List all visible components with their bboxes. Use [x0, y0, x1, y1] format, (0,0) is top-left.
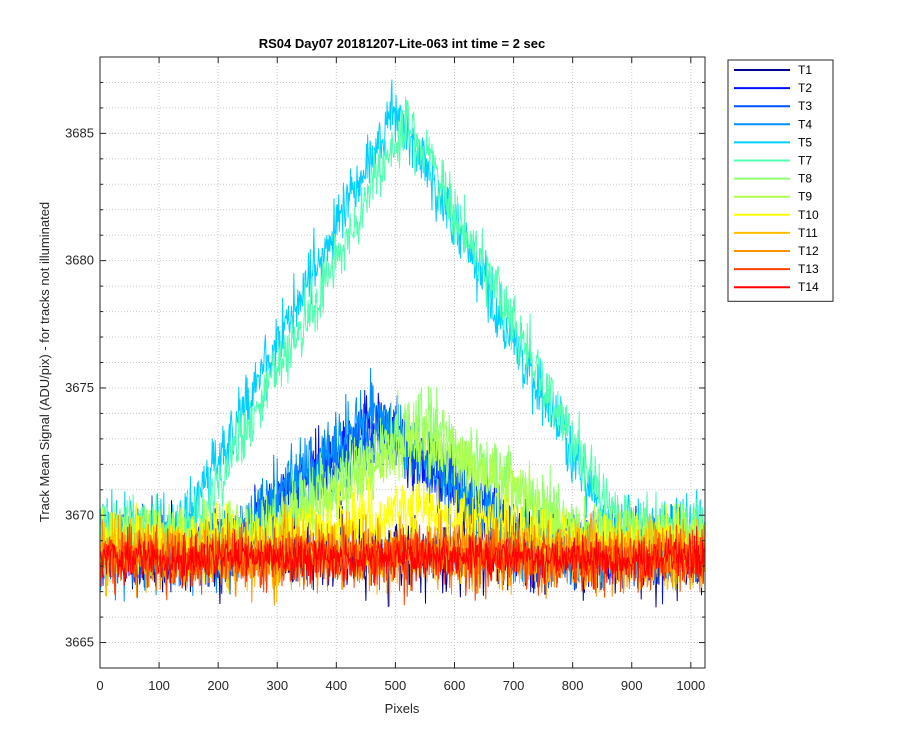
- series-line-t9: [100, 402, 705, 588]
- legend-label-t11: T11: [798, 226, 818, 240]
- legend-label-t12: T12: [798, 244, 819, 258]
- x-tick-label: 1000: [676, 678, 705, 693]
- legend-label-t5: T5: [798, 135, 812, 149]
- axes: 0 100 200 300 400 500 600 700 800 900 1000 3665 3670…: [65, 56, 705, 693]
- series-layer: [100, 79, 705, 608]
- x-tick-label: 600: [444, 678, 466, 693]
- legend-label-t9: T9: [798, 190, 812, 204]
- legend-box: [727, 59, 834, 302]
- legend-label-t8: T8: [798, 172, 812, 186]
- x-tick-label: 300: [266, 678, 288, 693]
- legend-label-t1: T1: [798, 63, 812, 77]
- legend-label-t2: T2: [798, 81, 812, 95]
- y-tick-label: 3680: [65, 253, 94, 268]
- x-tick-label: 0: [96, 678, 103, 693]
- x-tick-label: 200: [207, 678, 229, 693]
- y-tick-label: 3665: [65, 635, 94, 650]
- x-tick-label: 400: [325, 678, 347, 693]
- x-tick-label: 900: [621, 678, 643, 693]
- x-axis-label: Pixels: [385, 701, 420, 716]
- y-tick-label: 3685: [65, 125, 94, 140]
- y-tick-label: 3670: [65, 507, 94, 522]
- x-tick-label: 500: [385, 678, 407, 693]
- legend-label-t7: T7: [798, 154, 812, 168]
- x-tick-label: 100: [148, 678, 170, 693]
- series-line-t14: [100, 526, 705, 592]
- legend-label-t13: T13: [798, 262, 819, 276]
- y-tick-label: 3675: [65, 380, 94, 395]
- legend-label-t14: T14: [798, 280, 819, 294]
- chart-title: RS04 Day07 20181207-Lite-063 int time = …: [259, 36, 546, 51]
- x-tick-label: 700: [503, 678, 525, 693]
- legend-label-t10: T10: [798, 208, 819, 222]
- y-axis-label: Track Mean Signal (ADU/pix) - for tracks…: [37, 202, 52, 522]
- legend-label-t3: T3: [798, 99, 812, 113]
- legend-label-t4: T4: [798, 117, 812, 131]
- x-tick-label: 800: [562, 678, 584, 693]
- legend: T1 T2 T3 T4 T5 T7 T8 T9 T10 T11 T12 T13 T14: [727, 59, 834, 302]
